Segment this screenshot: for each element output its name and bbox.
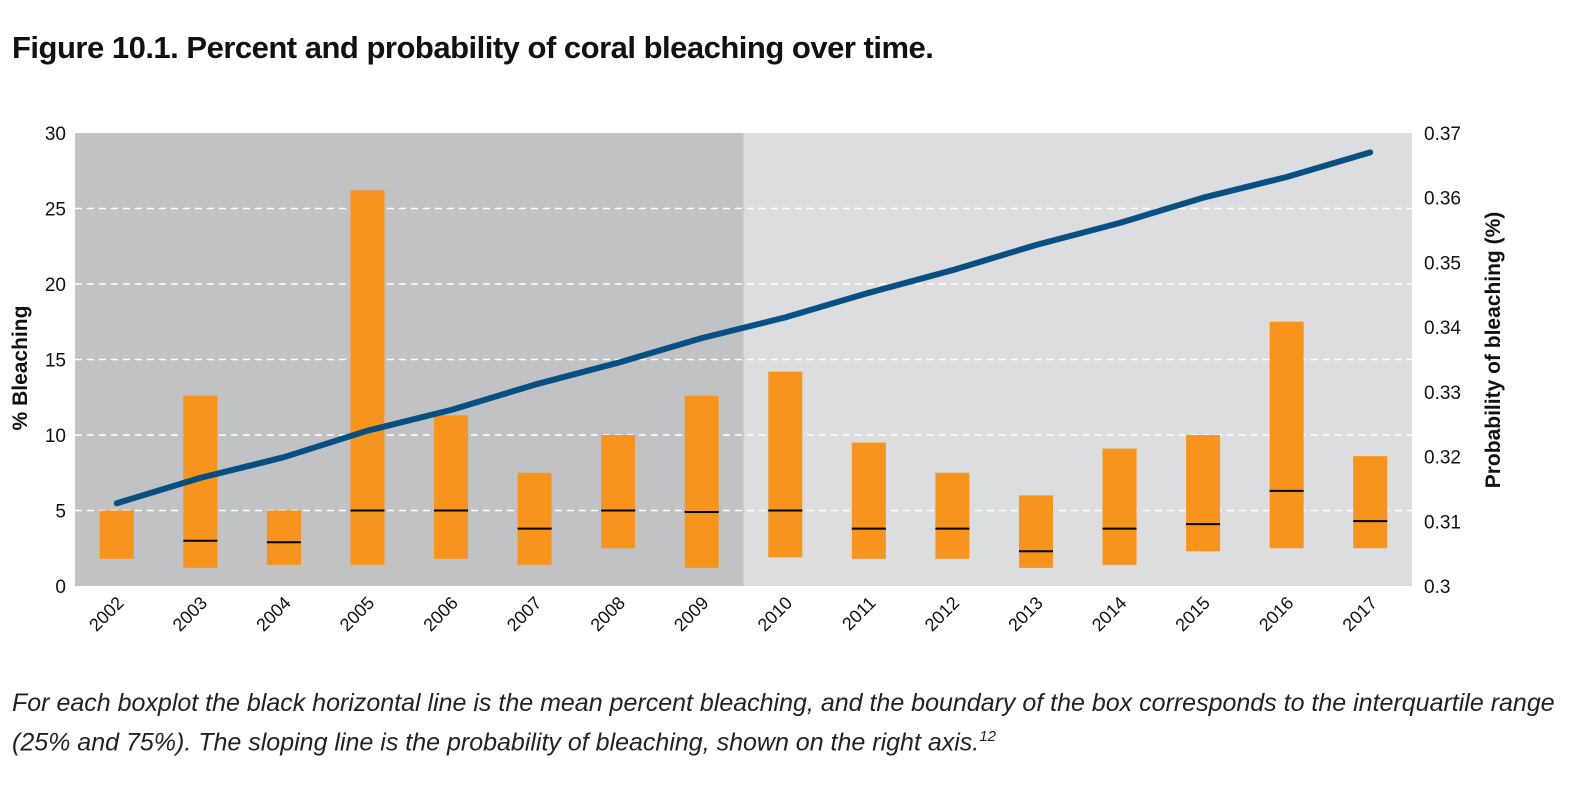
y2-tick-label: 0.37	[1424, 124, 1461, 145]
y2-tick-label: 0.3	[1424, 577, 1450, 598]
y-tick-label: 0	[55, 577, 66, 598]
y2-tick-label: 0.31	[1424, 512, 1461, 533]
box-2010	[768, 371, 803, 558]
x-tick-label: 2017	[1339, 593, 1381, 635]
y2-tick-label: 0.35	[1424, 253, 1461, 274]
x-tick-label: 2009	[670, 593, 712, 635]
y2-axis-title: Probability of bleaching (%)	[1482, 212, 1505, 489]
x-tick-label: 2011	[838, 593, 880, 635]
x-tick-label: 2014	[1088, 593, 1130, 635]
y2-tick-label: 0.34	[1424, 318, 1461, 339]
box-2007	[517, 472, 552, 565]
x-tick-label: 2010	[754, 593, 796, 635]
x-tick-label: 2002	[85, 593, 127, 635]
box-2009	[684, 395, 719, 568]
bleaching-chart: 0 5 10 15 20 25 30 0.3 0.31 0.32 0.33 0.34 0.35 0.36 0…	[9, 124, 1505, 635]
x-tick-label: 2016	[1255, 593, 1297, 635]
box-2012	[935, 472, 970, 559]
y-tick-label: 20	[45, 275, 66, 296]
x-tick-label: 2015	[1171, 593, 1213, 635]
y-tick-label: 15	[45, 351, 66, 372]
x-tick-label: 2006	[419, 593, 461, 635]
x-tick-label: 2008	[587, 593, 629, 635]
boxplots	[99, 190, 1388, 568]
box-2008	[601, 435, 636, 549]
box-2005	[350, 190, 385, 565]
y2-tick-label: 0.33	[1424, 383, 1461, 404]
probability-line	[113, 149, 1374, 507]
box-2006	[434, 415, 469, 559]
box-2015	[1186, 435, 1221, 552]
y2-tick-label: 0.36	[1424, 189, 1461, 210]
y-axis-title: % Bleaching	[9, 306, 32, 431]
box-2017	[1353, 456, 1388, 549]
y-tick-label: 5	[55, 502, 66, 523]
box-2011	[851, 442, 886, 559]
box-2004	[266, 510, 301, 565]
y-tick-label: 30	[45, 124, 66, 145]
x-tick-label: 2003	[169, 593, 211, 635]
y-tick-label: 10	[45, 426, 66, 447]
box-2014	[1102, 448, 1137, 565]
x-tick-label: 2013	[1004, 593, 1046, 635]
figure-caption: For each boxplot the black horizontal li…	[12, 686, 1572, 759]
x-tick-label: 2012	[921, 593, 963, 635]
x-tick-label: 2004	[252, 593, 294, 635]
figure-title: Figure 10.1. Percent and probability of …	[12, 30, 934, 65]
box-2016	[1269, 321, 1304, 549]
y2-tick-label: 0.32	[1424, 448, 1461, 469]
caption-reference: 12	[979, 728, 996, 745]
box-2002	[99, 510, 134, 559]
y-tick-label: 25	[45, 200, 66, 221]
x-tick-label: 2007	[503, 593, 545, 635]
caption-text: For each boxplot the black horizontal li…	[12, 689, 1555, 757]
probability-trend	[113, 149, 1374, 507]
x-tick-label: 2005	[336, 593, 378, 635]
box-2013	[1018, 495, 1053, 568]
